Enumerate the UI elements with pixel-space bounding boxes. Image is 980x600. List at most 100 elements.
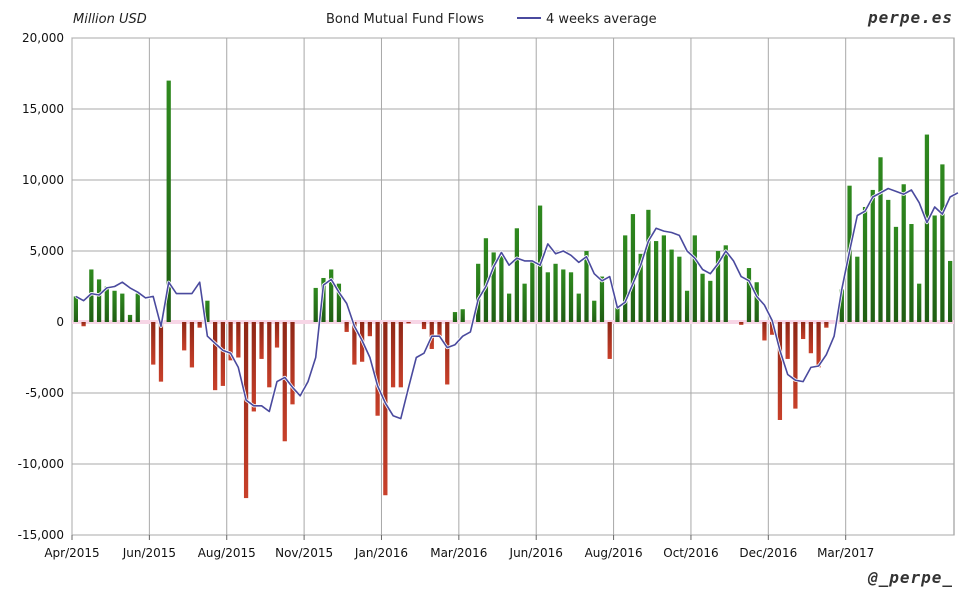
y-tick-label: 20,000 xyxy=(22,31,64,45)
bar-inflow xyxy=(839,289,844,322)
bar-outflow xyxy=(259,322,264,359)
bar-inflow xyxy=(135,293,140,322)
bar-inflow xyxy=(870,189,875,322)
bar-inflow xyxy=(684,290,690,322)
bar-outflow xyxy=(808,322,813,354)
bar-inflow xyxy=(460,309,465,322)
bar-outflow xyxy=(197,322,202,328)
bar-inflow xyxy=(948,260,953,322)
bar-inflow xyxy=(592,300,597,322)
y-tick-label: -15,000 xyxy=(18,528,64,542)
zero-line-band xyxy=(72,320,954,324)
bar-inflow xyxy=(561,269,566,322)
bar-inflow xyxy=(886,199,891,322)
bar-inflow xyxy=(893,226,899,322)
bar-inflow xyxy=(514,228,519,322)
bar-outflow xyxy=(158,322,164,382)
brand-bottom: @_perpe_ xyxy=(867,568,953,587)
bar-outflow xyxy=(182,322,187,351)
x-tick-label: Apr/2015 xyxy=(44,546,99,560)
bar-inflow xyxy=(615,307,620,322)
bar-inflow xyxy=(909,224,914,322)
bar-outflow xyxy=(445,322,450,385)
bar-outflow xyxy=(398,322,403,388)
bar-outflow xyxy=(251,322,256,412)
bar-outflow xyxy=(267,322,272,388)
x-tick-label: Dec/2016 xyxy=(739,546,797,560)
x-tick-label: Aug/2015 xyxy=(198,546,256,560)
bar-outflow xyxy=(785,322,790,359)
bar-inflow xyxy=(476,263,481,322)
bar-outflow xyxy=(739,322,744,325)
bar-outflow xyxy=(282,322,287,442)
bar-inflow xyxy=(576,293,581,322)
y-axis-unit-label: Million USD xyxy=(73,12,147,27)
bar-outflow xyxy=(375,322,380,416)
bar-inflow xyxy=(483,238,489,322)
bar-inflow xyxy=(708,280,713,322)
bar-outflow xyxy=(189,322,195,368)
bar-inflow xyxy=(545,272,550,322)
chart-title: Bond Mutual Fund Flows xyxy=(326,12,484,27)
bar-outflow xyxy=(406,322,411,324)
y-tick-label: 15,000 xyxy=(22,102,64,116)
y-tick-label: -5,000 xyxy=(25,386,64,400)
bar-inflow xyxy=(715,251,721,322)
bar-inflow xyxy=(104,286,109,322)
bar-outflow xyxy=(770,322,775,335)
bar-outflow xyxy=(220,322,225,386)
bar-inflow xyxy=(924,134,930,322)
bar-inflow xyxy=(646,209,651,322)
bar-inflow xyxy=(313,287,318,322)
bar-inflow xyxy=(661,235,666,322)
bar-inflow xyxy=(669,249,674,322)
bar-outflow xyxy=(607,322,612,359)
bar-inflow xyxy=(452,312,458,322)
bar-inflow xyxy=(700,273,705,322)
bar-inflow xyxy=(336,283,342,322)
bar-inflow xyxy=(507,293,512,322)
average-line-path xyxy=(75,187,959,420)
bar-outflow xyxy=(390,322,396,388)
bar-outflow xyxy=(243,322,249,499)
bar-inflow xyxy=(940,164,945,322)
zero-band xyxy=(72,320,954,324)
x-tick-label: Jun/2015 xyxy=(122,546,176,560)
bar-inflow xyxy=(862,206,868,322)
bar-inflow xyxy=(855,256,860,322)
bar-inflow xyxy=(677,256,682,322)
bar-inflow xyxy=(878,157,883,322)
bar-inflow xyxy=(491,252,496,322)
bar-inflow xyxy=(654,241,659,322)
bar-inflow xyxy=(205,300,210,322)
plot-area xyxy=(71,37,955,536)
legend-label: 4 weeks average xyxy=(546,12,657,27)
bar-outflow xyxy=(213,322,218,391)
bar-outflow xyxy=(421,322,427,330)
bar-outflow xyxy=(290,322,295,405)
bar-inflow xyxy=(321,277,326,322)
bar-outflow xyxy=(228,322,233,361)
bar-outflow xyxy=(352,322,357,365)
brand-top: perpe.es xyxy=(867,8,953,27)
bar-inflow xyxy=(522,283,527,322)
bar-inflow xyxy=(530,260,535,322)
bar-inflow xyxy=(120,293,125,322)
x-tick-labels: Apr/2015 Jun/2015 Aug/2015 Nov/2015 Jan/2016… xyxy=(44,535,874,560)
x-tick-label: Mar/2016 xyxy=(430,546,487,560)
bar-outflow xyxy=(801,322,806,340)
bar-inflow xyxy=(932,215,937,322)
bar-outflow xyxy=(151,322,156,365)
bar-inflow xyxy=(623,235,628,322)
y-tick-labels: 20,000 15,000 10,000 5,000 0 -5,000 -10,000 -15… xyxy=(18,31,64,542)
bar-inflow xyxy=(499,255,504,322)
bar-outflow xyxy=(344,322,349,332)
y-tick-label: 5,000 xyxy=(30,244,64,258)
bar-inflow xyxy=(112,290,117,322)
x-tick-label: Oct/2016 xyxy=(663,546,718,560)
average-line xyxy=(75,186,959,421)
bar-outflow xyxy=(383,322,388,496)
bar-inflow xyxy=(553,263,558,322)
bar-outflow xyxy=(236,322,241,358)
